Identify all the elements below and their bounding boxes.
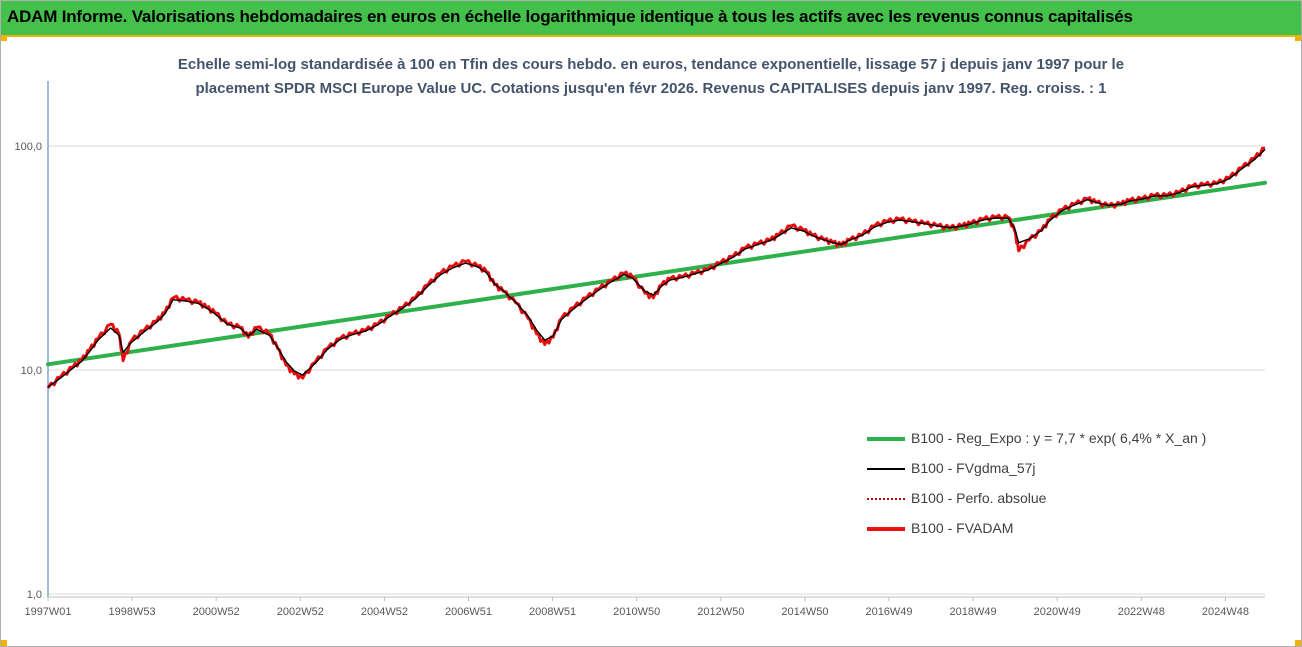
x-tick-label-13: 2022W48: [1118, 606, 1165, 618]
x-tick-label-1: 1998W53: [109, 606, 156, 618]
y-tick-label-2: 100,0: [14, 141, 42, 153]
corner-marker-top-right: [1295, 35, 1301, 41]
legend-label-perfo: B100 - Perfo. absolue: [911, 490, 1047, 506]
y-tick-label-1: 10,0: [21, 365, 42, 377]
x-tick-label-10: 2016W49: [865, 606, 912, 618]
x-tick-label-7: 2010W50: [613, 606, 660, 618]
legend-label-fvgdma: B100 - FVgdma_57j: [911, 460, 1036, 476]
x-tick-label-6: 2008W51: [529, 606, 576, 618]
corner-marker-top-left: [1, 35, 7, 41]
corner-marker-bottom-left: [1, 640, 7, 646]
series-line-fvadam: [46, 146, 1266, 389]
series-line-regression: [46, 180, 1267, 367]
legend-swatch-fvadam: [867, 527, 905, 531]
legend-label-regression: B100 - Reg_Expo : y = 7,7 * exp( 6,4% * …: [911, 430, 1207, 446]
y-tick-label-0: 1,0: [27, 589, 42, 601]
series-line-perfo: [47, 147, 1266, 389]
corner-marker-bottom-right: [1295, 640, 1301, 646]
legend-swatch-regression: [867, 437, 905, 441]
x-tick-label-5: 2006W51: [445, 606, 492, 618]
series-line-fvgdma: [47, 148, 1266, 388]
x-tick-label-12: 2020W49: [1034, 606, 1081, 618]
x-tick-label-11: 2018W49: [950, 606, 997, 618]
x-tick-label-9: 2014W50: [781, 606, 828, 618]
x-tick-label-0: 1997W01: [24, 606, 71, 618]
x-tick-label-8: 2012W50: [697, 606, 744, 618]
report-banner: ADAM Informe. Valorisations hebdomadaire…: [1, 1, 1301, 37]
legend-swatch-perfo: [867, 498, 905, 500]
legend-swatch-fvgdma: [867, 468, 905, 470]
legend-label-fvadam: B100 - FVADAM: [911, 520, 1014, 536]
chart-title: Echelle semi-log standardisée à 100 en T…: [177, 56, 1125, 97]
banner-title: ADAM Informe. Valorisations hebdomadaire…: [7, 7, 1133, 26]
x-tick-label-14: 2024W48: [1202, 606, 1249, 618]
x-tick-label-4: 2004W52: [361, 606, 408, 618]
x-tick-label-2: 2000W52: [193, 606, 240, 618]
x-tick-label-3: 2002W52: [277, 606, 324, 618]
